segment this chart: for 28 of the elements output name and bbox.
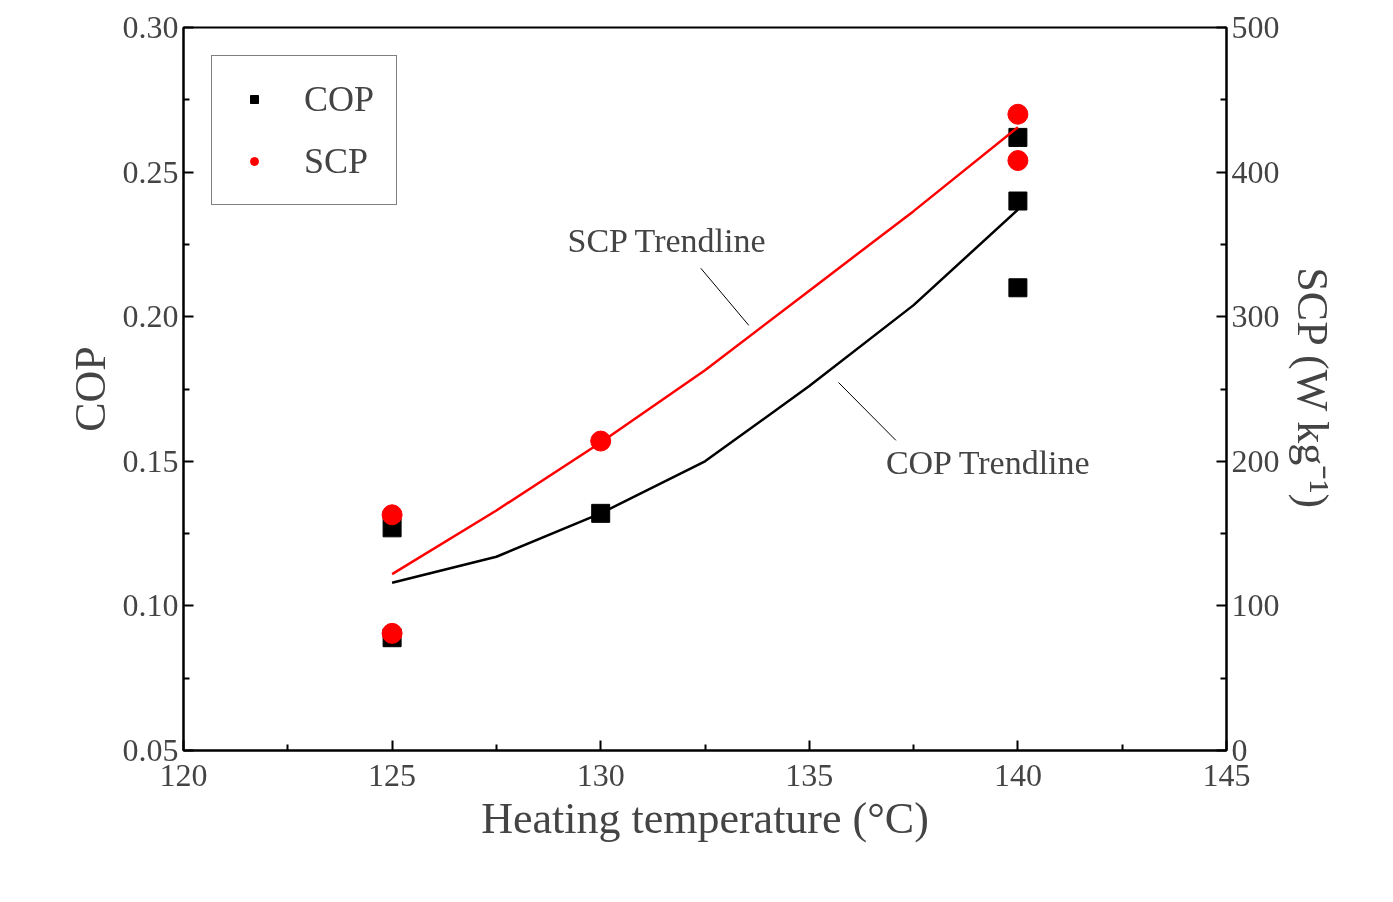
- y-tick-label: 0.30: [122, 9, 179, 45]
- legend-label: SCP: [304, 140, 369, 182]
- y2-tick-label: 200: [1231, 442, 1280, 479]
- annotation: COP Trendline: [885, 444, 1090, 482]
- x-tick-label: 130: [576, 756, 625, 793]
- y2-axis-title: SCP (W kg⁻¹): [1287, 267, 1337, 509]
- point: [381, 622, 403, 644]
- y2-tick-label: 500: [1231, 9, 1280, 45]
- legend-label: COP: [304, 78, 375, 120]
- point: [1008, 127, 1028, 147]
- point: [381, 504, 403, 526]
- point: [1007, 150, 1029, 172]
- y-axis-title: COP: [65, 346, 115, 432]
- x-axis-title: Heating temperature (°C): [481, 793, 929, 843]
- y2-tick-label: 300: [1231, 298, 1280, 335]
- point: [1007, 103, 1029, 125]
- y-tick-label: 0.25: [122, 153, 179, 190]
- point: [1008, 278, 1028, 298]
- x-tick-label: 140: [993, 756, 1042, 793]
- y2-tick-label: 400: [1231, 153, 1280, 190]
- x-tick-label: 135: [785, 756, 834, 793]
- y-tick-label: 0.20: [122, 298, 179, 335]
- annotation: SCP Trendline: [567, 222, 766, 260]
- y-tick-label: 0.10: [122, 587, 179, 624]
- x-tick-label: 125: [368, 756, 417, 793]
- point: [1008, 191, 1028, 211]
- y-tick-label: 0.15: [122, 442, 179, 479]
- y2-tick-label: 100: [1231, 587, 1280, 624]
